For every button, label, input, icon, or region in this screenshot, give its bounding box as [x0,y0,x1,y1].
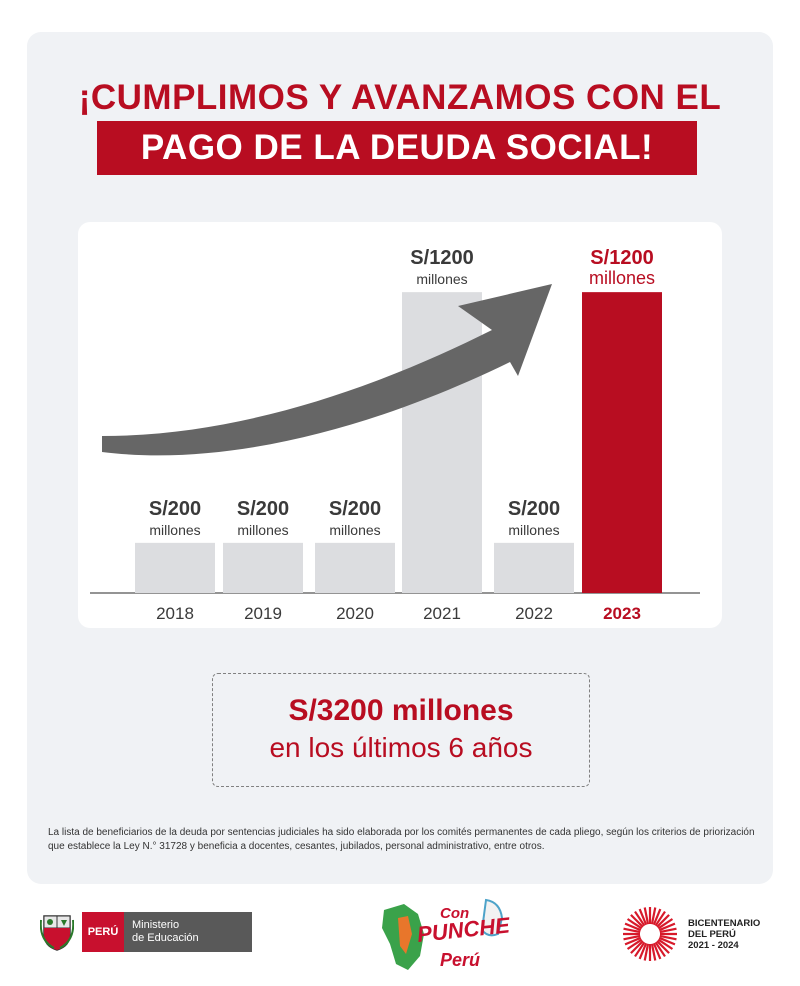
campaign-line-3: Perú [440,950,480,970]
bar-2019 [223,542,303,593]
sunburst-ray [659,927,677,934]
sunburst-ray [656,940,670,954]
bicentenario-line-3: 2021 - 2024 [688,940,739,951]
coat-of-arms-icon [40,915,74,951]
sunburst-ray [650,943,657,961]
headline-line-1: ¡CUMPLIMOS Y AVANZAMOS CON EL [78,78,722,117]
sunburst-ray [654,941,666,958]
sunburst-ray [654,910,666,927]
headline-line-2: PAGO DE LA DEUDA SOCIAL! [97,121,697,175]
sunburst-ray [630,914,644,928]
sunburst-ray [634,941,646,958]
sunburst-ray [652,942,662,960]
total-period: en los últimos 6 años [269,732,533,763]
bar-2021 [402,292,482,593]
sunburst-ray [638,908,648,926]
unit-label-2021: millones [416,271,467,287]
sunburst-ray [643,943,650,961]
sunburst-ray [624,936,642,946]
category-label-2020: 2020 [336,604,374,623]
sunburst-ray [652,908,662,926]
value-label-2021: S/1200 [410,247,473,269]
unit-label-2022: millones [508,522,559,538]
category-label-2023: 2023 [603,604,641,623]
value-label-2022: S/200 [508,498,560,520]
unit-label-2023: millones [589,268,655,288]
bar-2020 [315,542,395,593]
sunburst-ray [634,910,646,927]
bicentenario-line-1: BICENTENARIO [688,918,761,929]
value-label-2019: S/200 [237,498,289,520]
total-amount: S/3200 millones [288,694,514,727]
total-summary-box: S/3200 millones en los últimos 6 años [212,673,590,787]
bar-2022 [494,542,574,593]
category-label-2018: 2018 [156,604,194,623]
unit-label-2019: millones [237,522,288,538]
bar-chart: S/200 millones 2018 S/200 millones 2019 S/200 m… [90,247,700,623]
category-label-2022: 2022 [515,604,553,623]
sunburst-ray [623,934,641,941]
unit-label-2020: millones [329,522,380,538]
growth-arrow-icon [102,284,552,456]
value-label-2023: S/1200 [590,247,653,269]
ministry-line-1: Ministerio [132,919,180,931]
bicentenario-text: BICENTENARIO DEL PERÚ 2021 - 2024 [688,918,760,951]
bicentenario-logo: BICENTENARIO DEL PERÚ 2021 - 2024 [620,904,780,964]
sunburst-ray [658,922,676,932]
sunburst-ray [623,927,641,934]
category-label-2019: 2019 [244,604,282,623]
ministry-label: Ministerio de Educación [124,912,252,952]
sunburst-ray [650,907,657,925]
bar-2023 [582,292,662,593]
minedu-logo: PERÚ Ministerio de Educación [40,908,255,956]
sunburst-ray [626,918,643,930]
value-label-2018: S/200 [149,498,201,520]
sunburst-ray [659,934,677,941]
bicentenario-line-2: DEL PERÚ [688,929,736,940]
sunburst-ray [657,938,674,950]
sunburst-ray [657,918,674,930]
chart-card: S/200 millones 2018 S/200 millones 2019 S/200 m… [78,222,722,628]
peru-label: PERÚ [82,912,124,952]
sunburst-ray [643,907,650,925]
bar-2018 [135,542,215,593]
value-label-2020: S/200 [329,498,381,520]
bicentenario-sunburst-icon [623,907,677,961]
campaign-line-1: Con [440,905,469,922]
footnote: La lista de beneficiarios de la deuda po… [48,827,755,852]
sunburst-ray [624,922,642,932]
sunburst-ray [658,936,676,946]
sunburst-ray [630,940,644,954]
con-punche-peru-logo: Con PUNCHE Perú [382,898,512,970]
sunburst-ray [656,914,670,928]
category-label-2021: 2021 [423,604,461,623]
unit-label-2018: millones [149,522,200,538]
sunburst-ray [626,938,643,950]
sunburst-ray [638,942,648,960]
ministry-line-2: de Educación [132,932,199,944]
campaign-line-2: PUNCHE [416,912,512,947]
